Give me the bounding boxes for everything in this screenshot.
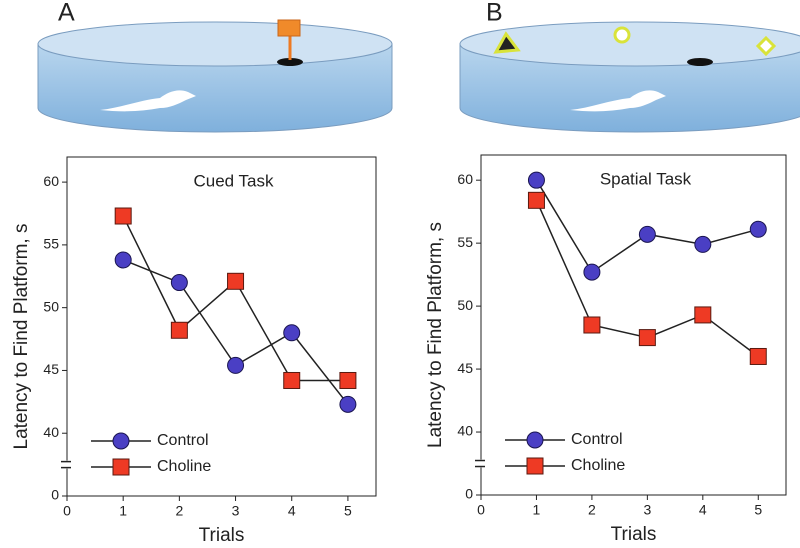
y-tick-label: 60 — [43, 173, 59, 189]
marker — [339, 395, 357, 413]
marker — [749, 220, 767, 238]
legend-marker — [112, 458, 130, 476]
legend-label: Choline — [571, 457, 625, 474]
x-axis-title: Trials — [199, 525, 245, 546]
y-tick-label: 0 — [51, 487, 59, 503]
y-tick-label: 40 — [457, 423, 473, 439]
series-line — [122, 215, 348, 382]
marker — [227, 272, 245, 290]
y-tick-label: 60 — [457, 171, 473, 187]
marker — [283, 324, 301, 342]
chart-title: Spatial Task — [600, 169, 692, 188]
pool-illustration — [37, 19, 393, 133]
marker — [170, 274, 188, 292]
marker — [283, 371, 301, 389]
marker — [114, 251, 132, 269]
marker — [694, 306, 712, 324]
panel-label: B — [486, 0, 503, 27]
x-tick-label: 1 — [119, 503, 127, 519]
marker — [638, 329, 656, 347]
marker — [694, 235, 712, 253]
legend-marker — [112, 432, 130, 450]
y-tick-label: 50 — [43, 298, 59, 314]
y-tick-label: 45 — [457, 360, 473, 376]
marker — [339, 371, 357, 389]
marker — [227, 356, 245, 374]
pool-illustration — [459, 21, 800, 133]
y-tick-label: 40 — [43, 424, 59, 440]
chart-title: Cued Task — [193, 171, 274, 190]
plot-frame — [480, 154, 787, 496]
x-axis-title: Trials — [611, 524, 657, 545]
x-tick-label: 0 — [63, 503, 71, 519]
y-tick-label: 50 — [457, 297, 473, 313]
y-tick-label: 45 — [43, 361, 59, 377]
x-tick-label: 4 — [288, 503, 296, 519]
plot-frame — [66, 156, 377, 497]
legend-marker — [526, 457, 544, 475]
marker — [170, 321, 188, 339]
legend-marker — [526, 431, 544, 449]
marker — [583, 316, 601, 334]
x-tick-label: 2 — [588, 502, 596, 518]
marker — [583, 263, 601, 281]
legend-label: Control — [571, 431, 623, 448]
marker — [527, 191, 545, 209]
legend-label: Control — [157, 432, 209, 449]
panel-label: A — [58, 0, 75, 27]
y-axis-title: Latency to Find Platform, s — [425, 222, 446, 448]
y-axis-title: Latency to Find Platform, s — [11, 224, 32, 450]
x-tick-label: 0 — [477, 502, 485, 518]
marker — [527, 171, 545, 189]
x-tick-label: 3 — [643, 502, 651, 518]
legend-label: Choline — [157, 458, 211, 475]
y-tick-label: 0 — [465, 486, 473, 502]
marker — [638, 225, 656, 243]
x-tick-label: 2 — [175, 503, 183, 519]
y-tick-label: 55 — [43, 236, 59, 252]
x-tick-label: 4 — [699, 502, 707, 518]
marker — [114, 207, 132, 225]
x-tick-label: 5 — [344, 503, 352, 519]
axis-break — [475, 459, 487, 468]
axis-break — [61, 460, 73, 469]
x-tick-label: 3 — [232, 503, 240, 519]
marker — [749, 347, 767, 365]
x-tick-label: 1 — [533, 502, 541, 518]
x-tick-label: 5 — [754, 502, 762, 518]
y-tick-label: 55 — [457, 234, 473, 250]
